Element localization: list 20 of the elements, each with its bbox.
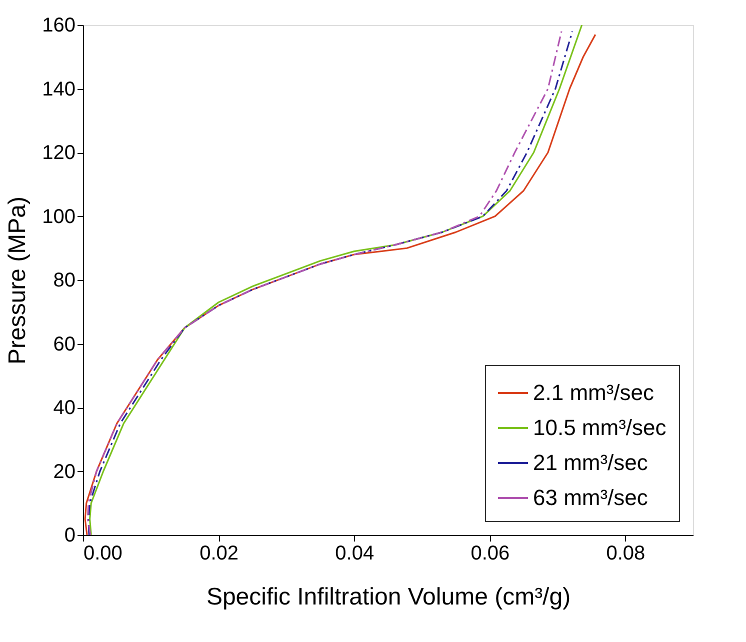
x-tick-label: 0.04 bbox=[335, 542, 374, 564]
y-tick-label: 20 bbox=[53, 460, 76, 483]
y-tick-label: 120 bbox=[42, 142, 76, 164]
legend-label: 63 mm³/sec bbox=[533, 485, 648, 510]
y-tick-label: 60 bbox=[53, 333, 76, 356]
legend-label: 2.1 mm³/sec bbox=[533, 380, 654, 405]
y-tick-label: 40 bbox=[53, 397, 76, 419]
x-tick-label: 0.00 bbox=[84, 542, 122, 564]
x-tick-label: 0.02 bbox=[200, 542, 239, 564]
y-tick-label: 80 bbox=[53, 270, 76, 292]
x-axis-title: Specific Infiltration Volume (cm³/g) bbox=[206, 584, 571, 610]
y-tick-label: 100 bbox=[42, 206, 76, 228]
y-tick-label: 0 bbox=[64, 524, 76, 546]
x-tick-label: 0.08 bbox=[606, 542, 646, 564]
y-axis-title: Pressure (MPa) bbox=[4, 196, 32, 365]
legend-label: 10.5 mm³/sec bbox=[533, 415, 666, 440]
y-tick-label: 160 bbox=[42, 14, 76, 36]
legend-label: 21 mm³/sec bbox=[533, 450, 648, 475]
x-tick-label: 0.06 bbox=[470, 542, 510, 564]
y-tick-label: 140 bbox=[42, 78, 76, 100]
